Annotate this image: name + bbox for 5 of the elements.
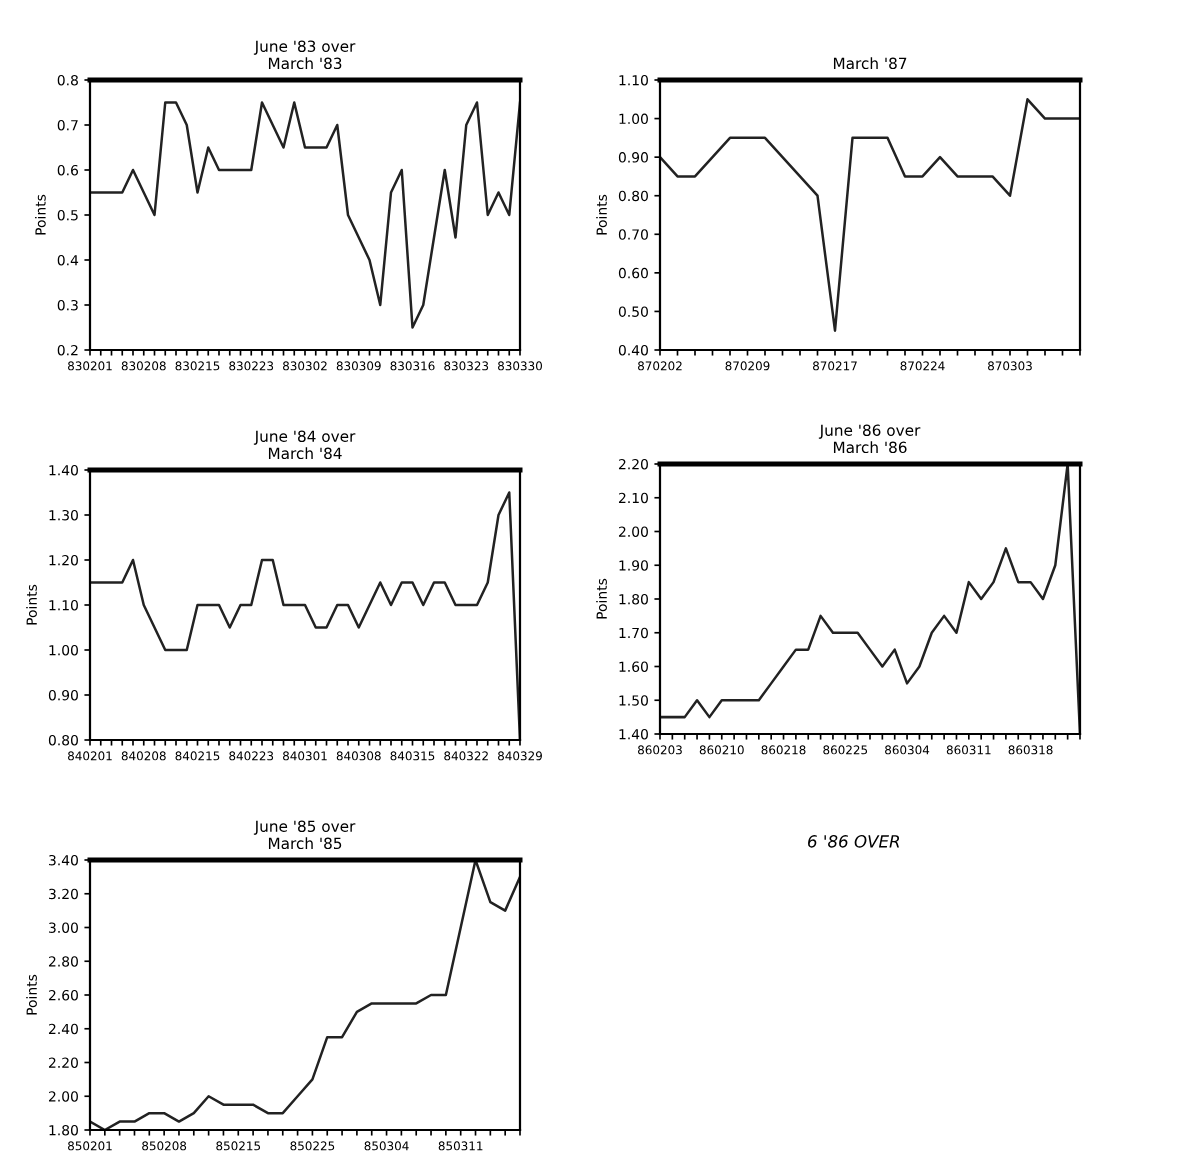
line-series xyxy=(660,98,1080,332)
line-series xyxy=(90,860,520,1130)
text: 6 '86 OVER xyxy=(808,835,900,848)
line-series xyxy=(90,101,520,329)
line-series xyxy=(660,464,1080,734)
